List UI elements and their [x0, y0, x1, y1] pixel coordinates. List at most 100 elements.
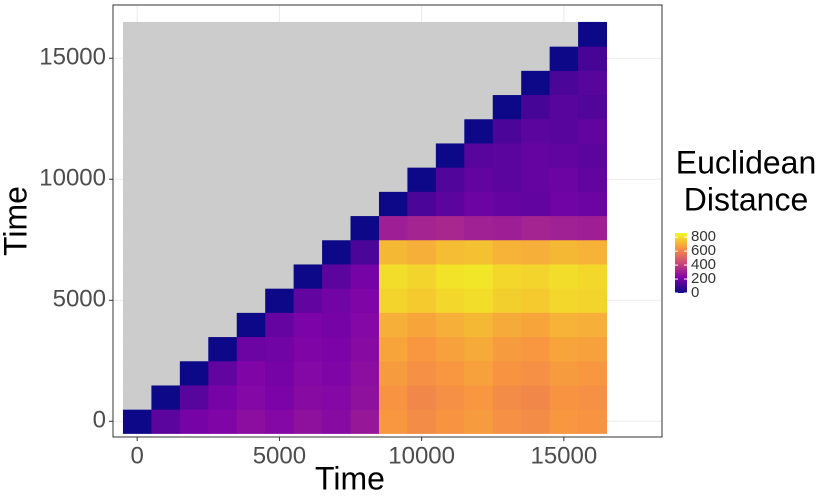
heat-cell [549, 360, 579, 386]
empty-cell [293, 118, 323, 144]
empty-cell [350, 94, 380, 120]
empty-cell [122, 215, 152, 241]
heat-cell [521, 409, 551, 434]
empty-cell [293, 21, 323, 47]
empty-cell [151, 118, 181, 144]
heat-cell [549, 118, 579, 144]
heat-cell [492, 215, 522, 241]
empty-cell [151, 263, 181, 289]
empty-cell [435, 21, 465, 47]
heat-cell [407, 409, 437, 434]
empty-cell [350, 167, 380, 192]
empty-cell [293, 191, 323, 217]
empty-cell [122, 312, 152, 338]
empty-cell [378, 167, 408, 192]
heat-cell [179, 409, 209, 434]
heat-cell [350, 239, 380, 265]
heat-cell [521, 167, 551, 192]
heat-cell [435, 215, 465, 241]
heat-cell [549, 239, 579, 265]
heat-cell [293, 360, 323, 386]
empty-cell [179, 167, 209, 192]
heat-cell [578, 360, 608, 386]
empty-cell [265, 70, 295, 96]
empty-cell [407, 70, 437, 96]
heat-cell [578, 21, 608, 47]
heat-cell [350, 312, 380, 338]
heat-cell [378, 336, 408, 362]
empty-cell [122, 94, 152, 120]
heat-cell [378, 263, 408, 289]
heat-cell [151, 409, 181, 434]
empty-cell [265, 46, 295, 71]
empty-cell [322, 70, 352, 96]
empty-cell [179, 46, 209, 71]
heat-cell [464, 312, 494, 338]
heat-cell [435, 263, 465, 289]
heat-cell [521, 239, 551, 265]
empty-cell [208, 46, 238, 71]
empty-cell [208, 167, 238, 192]
heat-cell [179, 384, 209, 410]
empty-cell [179, 288, 209, 313]
empty-cell [378, 94, 408, 120]
empty-cell [265, 118, 295, 144]
empty-cell [179, 142, 209, 168]
empty-cell [151, 239, 181, 265]
empty-cell [208, 118, 238, 144]
empty-cell [236, 263, 266, 289]
empty-cell [350, 118, 380, 144]
empty-cell [122, 21, 152, 47]
empty-cell [293, 94, 323, 120]
heat-cell [578, 263, 608, 289]
heat-cell [464, 118, 494, 144]
heat-cell [293, 409, 323, 434]
empty-cell [350, 142, 380, 168]
empty-cell [265, 263, 295, 289]
empty-cell [350, 21, 380, 47]
heat-cell [236, 409, 266, 434]
heat-cell [578, 215, 608, 241]
heat-cell [378, 312, 408, 338]
heat-cell [322, 336, 352, 362]
empty-cell [322, 142, 352, 168]
heat-cell [265, 384, 295, 410]
empty-cell [208, 70, 238, 96]
empty-cell [236, 142, 266, 168]
heat-cell [521, 263, 551, 289]
heat-cell [521, 94, 551, 120]
empty-cell [236, 288, 266, 313]
empty-cell [322, 46, 352, 71]
heat-cell [322, 263, 352, 289]
colorbar-label: 800 [691, 228, 716, 245]
y-axis-title: Time [0, 186, 33, 256]
heat-cell [407, 239, 437, 265]
empty-cell [435, 94, 465, 120]
legend-title: Euclidean [676, 144, 817, 180]
heat-cell [378, 191, 408, 217]
heat-cell [407, 384, 437, 410]
empty-cell [122, 46, 152, 71]
empty-cell [208, 94, 238, 120]
heat-cell [350, 215, 380, 241]
heat-cell [521, 384, 551, 410]
empty-cell [151, 167, 181, 192]
empty-cell [464, 21, 494, 47]
empty-cell [179, 215, 209, 241]
heat-cell [521, 360, 551, 386]
heat-cell [492, 142, 522, 168]
empty-cell [208, 312, 238, 338]
empty-cell [265, 21, 295, 47]
empty-cell [179, 336, 209, 362]
x-tick-label: 5000 [253, 442, 306, 469]
heat-cell [179, 360, 209, 386]
empty-cell [236, 21, 266, 47]
heat-cell [435, 167, 465, 192]
empty-cell [407, 21, 437, 47]
empty-cell [151, 215, 181, 241]
heat-cell [435, 384, 465, 410]
heat-cell [236, 360, 266, 386]
heat-cell [464, 409, 494, 434]
heat-cell [322, 288, 352, 313]
heat-cell [521, 70, 551, 96]
